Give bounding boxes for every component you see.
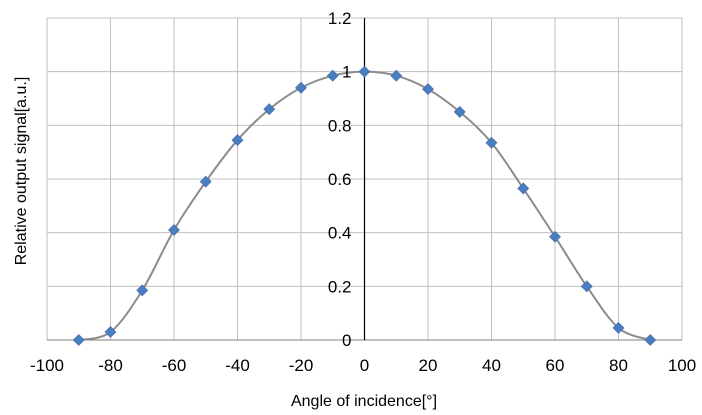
data-point — [453, 105, 466, 118]
y-tick-label: 0.4 — [328, 224, 352, 243]
data-point — [644, 334, 657, 346]
data-point — [358, 65, 371, 78]
data-point — [231, 134, 244, 147]
y-tick-label: 1.2 — [328, 9, 352, 28]
data-point — [612, 322, 625, 334]
x-tick-label: -20 — [289, 356, 314, 375]
x-tick-label: 60 — [546, 356, 565, 375]
x-tick-label: -100 — [30, 356, 64, 375]
y-tick-label: 0 — [342, 331, 351, 350]
data-point — [136, 284, 149, 297]
data-points — [72, 65, 657, 346]
y-tick-label: 0.6 — [328, 170, 352, 189]
data-point — [199, 175, 212, 188]
y-axis-title: Relative output signal[a.u.] — [13, 77, 30, 266]
x-tick-label: 100 — [668, 356, 696, 375]
x-tick-label: 80 — [609, 356, 628, 375]
data-point — [104, 326, 117, 338]
x-tick-label: 0 — [360, 356, 369, 375]
data-point — [326, 69, 339, 82]
y-tick-label: 0.2 — [328, 277, 352, 296]
x-tick-labels: -100 -80 -60 -40 -20 0 20 40 60 80 100 — [30, 356, 696, 375]
x-tick-label: -60 — [162, 356, 187, 375]
data-point — [390, 69, 403, 82]
data-point — [580, 280, 593, 293]
data-point — [485, 136, 498, 149]
y-tick-label: 0.8 — [328, 116, 352, 135]
data-point — [263, 103, 276, 116]
y-tick-labels: 0 0.2 0.4 0.6 0.8 1 1.2 — [328, 9, 352, 350]
data-point — [549, 230, 561, 243]
data-point — [72, 334, 85, 346]
data-point — [168, 224, 180, 236]
x-tick-label: 40 — [482, 356, 501, 375]
x-tick-label: -80 — [98, 356, 123, 375]
x-tick-label: 20 — [419, 356, 438, 375]
data-point — [517, 182, 530, 195]
data-point — [295, 81, 307, 94]
y-tick-label: 1 — [342, 63, 351, 82]
x-tick-label: -40 — [225, 356, 250, 375]
data-point — [422, 83, 434, 96]
x-axis-title: Angle of incidence[°] — [291, 393, 437, 410]
